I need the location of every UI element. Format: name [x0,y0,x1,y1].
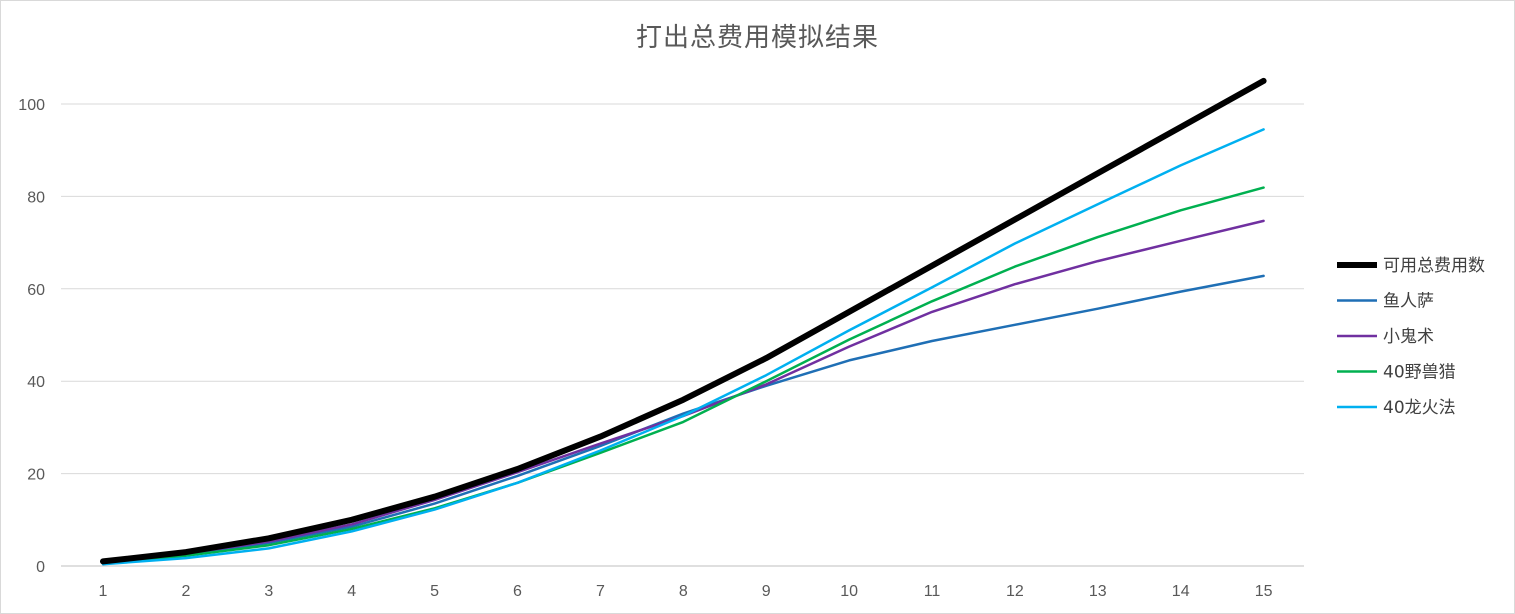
x-tick-label: 1 [99,583,108,600]
y-tick-label: 80 [27,189,45,206]
y-tick-label: 20 [27,467,45,484]
x-tick-label: 4 [347,583,356,600]
y-tick-label: 60 [27,282,45,299]
chart-title: 打出总费用模拟结果 [635,23,879,53]
y-tick-label: 100 [18,97,45,114]
x-tick-label: 15 [1255,583,1273,600]
series-line-1 [100,77,1267,565]
x-tick-label: 5 [430,583,439,600]
x-tick-label: 6 [513,583,522,600]
x-tick-label: 12 [1006,583,1024,600]
y-tick-label: 0 [36,559,45,576]
x-tick-label: 9 [762,583,771,600]
x-tick-label: 2 [181,583,190,600]
y-tick-label: 40 [27,374,45,391]
series-line-3 [101,219,1265,564]
x-tick-label: 11 [924,583,941,600]
legend-label: 40野兽猎 [1383,363,1456,383]
series-line-2 [101,274,1265,565]
legend-label: 40龙火法 [1383,398,1456,418]
x-tick-label: 10 [840,583,858,600]
series-line-5 [101,128,1265,566]
x-tick-label: 13 [1089,583,1107,600]
series-line-4 [101,186,1265,565]
legend-label: 可用总费用数 [1383,256,1485,276]
x-tick-label: 14 [1172,583,1190,600]
x-tick-label: 7 [596,583,605,600]
legend-label: 小鬼术 [1383,327,1434,347]
legend-label: 鱼人萨 [1383,292,1434,312]
x-tick-label: 8 [679,583,688,600]
x-tick-label: 3 [264,583,273,600]
